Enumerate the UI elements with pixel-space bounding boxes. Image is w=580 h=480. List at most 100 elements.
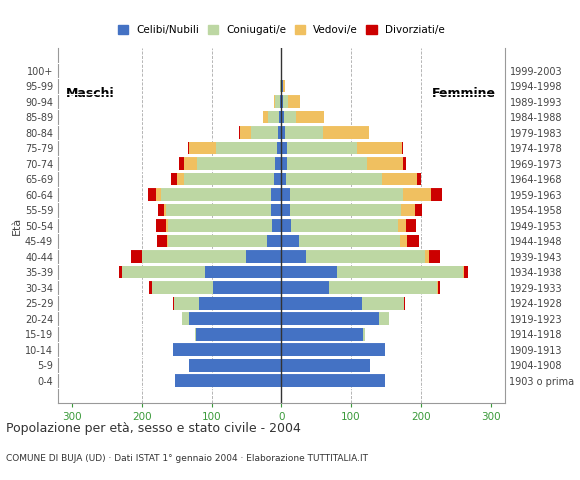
Bar — [177, 173, 184, 185]
Bar — [406, 219, 416, 232]
Bar — [401, 204, 415, 216]
Bar — [274, 95, 275, 108]
Bar — [246, 250, 281, 263]
Bar — [337, 266, 463, 278]
Bar — [282, 80, 284, 92]
Bar — [281, 204, 291, 216]
Y-axis label: Età: Età — [12, 216, 22, 235]
Bar — [407, 235, 419, 248]
Bar — [464, 266, 468, 278]
Bar — [166, 219, 168, 232]
Bar — [418, 173, 421, 185]
Bar — [404, 157, 405, 170]
Bar — [157, 235, 167, 248]
Text: COMUNE DI BUJA (UD) · Dati ISTAT 1° gennaio 2004 · Elaborazione TUTTITALIA.IT: COMUNE DI BUJA (UD) · Dati ISTAT 1° genn… — [6, 454, 368, 463]
Bar — [251, 126, 278, 139]
Bar — [281, 80, 282, 92]
Bar — [179, 157, 184, 170]
Bar — [437, 281, 438, 294]
Bar — [281, 142, 287, 155]
Bar — [281, 250, 306, 263]
Bar — [281, 359, 370, 372]
Bar — [275, 95, 280, 108]
Bar — [213, 281, 281, 294]
Bar — [168, 235, 267, 248]
Bar — [402, 142, 403, 155]
Bar — [362, 297, 404, 310]
Bar — [197, 157, 275, 170]
Y-axis label: Anno di nascita: Anno di nascita — [578, 182, 580, 269]
Bar — [415, 204, 422, 216]
Bar — [398, 219, 406, 232]
Bar — [281, 266, 337, 278]
Bar — [281, 374, 385, 387]
Bar — [281, 297, 362, 310]
Bar — [189, 359, 281, 372]
Bar — [463, 266, 464, 278]
Bar — [404, 188, 432, 201]
Bar — [329, 281, 437, 294]
Bar — [240, 126, 251, 139]
Bar — [173, 343, 281, 356]
Bar — [196, 328, 281, 340]
Bar — [284, 111, 296, 123]
Bar — [286, 173, 382, 185]
Bar — [291, 219, 398, 232]
Bar — [164, 204, 166, 216]
Bar — [161, 188, 271, 201]
Bar — [281, 188, 291, 201]
Bar — [174, 297, 199, 310]
Bar — [216, 142, 277, 155]
Bar — [189, 312, 281, 325]
Bar — [167, 235, 168, 248]
Bar — [158, 204, 164, 216]
Bar — [357, 142, 402, 155]
Bar — [287, 157, 367, 170]
Bar — [166, 204, 271, 216]
Bar — [278, 126, 281, 139]
Bar — [274, 173, 281, 185]
Text: Popolazione per età, sesso e stato civile - 2004: Popolazione per età, sesso e stato civil… — [6, 422, 300, 435]
Bar — [267, 235, 281, 248]
Bar — [155, 219, 166, 232]
Bar — [175, 374, 281, 387]
Bar — [271, 188, 281, 201]
Bar — [296, 111, 324, 123]
Bar — [280, 95, 281, 108]
Bar — [306, 250, 425, 263]
Bar — [271, 204, 281, 216]
Bar — [429, 250, 440, 263]
Bar — [280, 80, 281, 92]
Bar — [275, 157, 281, 170]
Bar — [199, 297, 281, 310]
Text: Femmine: Femmine — [432, 87, 496, 100]
Bar — [263, 111, 268, 123]
Bar — [171, 173, 177, 185]
Legend: Celibi/Nubili, Coniugati/e, Vedovi/e, Divorziati/e: Celibi/Nubili, Coniugati/e, Vedovi/e, Di… — [114, 21, 449, 39]
Bar — [182, 312, 189, 325]
Bar — [404, 297, 405, 310]
Bar — [142, 250, 246, 263]
Bar — [323, 126, 368, 139]
Bar — [195, 328, 196, 340]
Bar — [285, 126, 323, 139]
Bar — [432, 188, 442, 201]
Bar — [188, 142, 189, 155]
Bar — [272, 219, 281, 232]
Bar — [281, 312, 379, 325]
Bar — [288, 95, 300, 108]
Bar — [382, 173, 418, 185]
Bar — [168, 219, 272, 232]
Bar — [284, 95, 288, 108]
Bar — [363, 328, 365, 340]
Bar — [281, 328, 363, 340]
Bar — [367, 157, 404, 170]
Bar — [122, 266, 205, 278]
Bar — [148, 281, 151, 294]
Text: Maschi: Maschi — [66, 87, 115, 100]
Bar — [291, 204, 401, 216]
Bar — [379, 312, 389, 325]
Bar — [281, 173, 286, 185]
Bar — [189, 142, 216, 155]
Bar — [205, 266, 281, 278]
